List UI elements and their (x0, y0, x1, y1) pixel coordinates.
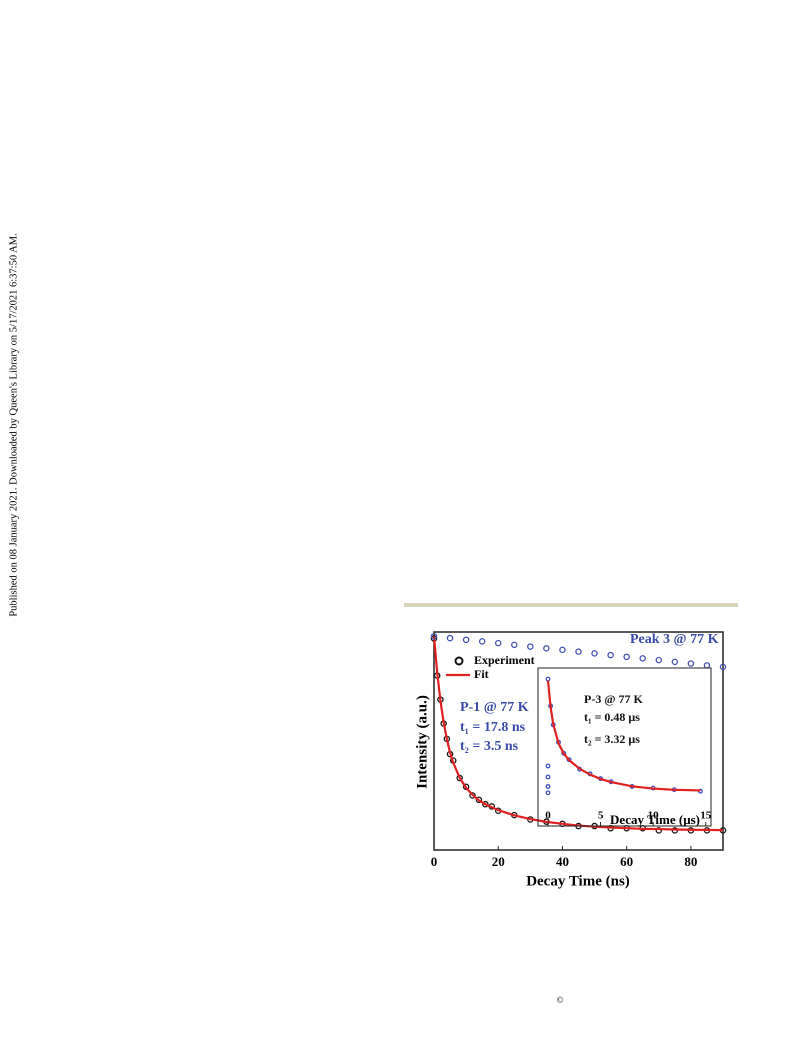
x-axis-label: Decay Time (ns) (526, 873, 630, 889)
x-tick-label: 0 (545, 810, 551, 822)
data-point (482, 800, 489, 808)
data-point (655, 656, 663, 664)
x-tick-label: 60 (620, 854, 633, 869)
fit-line (432, 636, 724, 832)
legend-label: Fit (474, 667, 489, 681)
data-point (671, 658, 679, 666)
data-point (545, 774, 551, 780)
x-tick-label: 5 (598, 810, 604, 822)
side-note: Published on 08 January 2021. Downloaded… (8, 233, 19, 616)
data-point (545, 784, 551, 789)
annotation: t₂ = 3.5 ns (460, 739, 519, 754)
legend-label: Experiment (474, 653, 535, 667)
data-point (475, 796, 483, 804)
annotation: P-1 @ 77 K (460, 700, 529, 715)
data-point (687, 660, 695, 667)
data-point (430, 633, 438, 640)
footer: © (557, 995, 564, 1005)
annotation: t₁ = 17.8 ns (460, 720, 526, 735)
x-tick-label: 10 (648, 810, 660, 822)
x-tick-label: 20 (492, 854, 505, 869)
data-point (545, 763, 551, 769)
data-point (655, 827, 663, 834)
y-axis-label: Intensity (a.u.) (414, 695, 430, 789)
annotation: t₁ = 0.48 μs (584, 710, 640, 724)
x-tick-label: 40 (556, 854, 569, 869)
plot-frame (433, 631, 724, 851)
data-point (703, 662, 711, 669)
data-point (543, 645, 550, 652)
data-point (545, 676, 551, 682)
x-tick-label: 80 (684, 854, 697, 869)
data-point (462, 636, 470, 644)
data-point (575, 648, 582, 655)
data-point (639, 655, 646, 662)
data-point (591, 650, 598, 657)
data-point (607, 651, 614, 659)
x-axis-label: Decay Time (μs) (610, 812, 700, 827)
data-point (478, 638, 486, 645)
x-tick-label: 15 (700, 810, 712, 822)
data-point (511, 641, 518, 649)
data-point (623, 653, 630, 661)
rule (404, 603, 738, 607)
fit-line (546, 680, 701, 792)
data-point (545, 790, 551, 796)
data-point (719, 663, 727, 671)
x-tick-label: 0 (431, 854, 438, 869)
legend-swatch (454, 656, 464, 666)
annotation: t₂ = 3.32 μs (584, 732, 640, 746)
annotation: Peak 3 @ 77 K (630, 632, 719, 647)
data-point (446, 634, 454, 642)
data-point (527, 643, 534, 650)
data-point (494, 639, 502, 647)
data-point (469, 792, 476, 799)
plot-frame (537, 667, 712, 827)
data-point (559, 646, 566, 654)
annotation: P-3 @ 77 K (584, 692, 643, 706)
